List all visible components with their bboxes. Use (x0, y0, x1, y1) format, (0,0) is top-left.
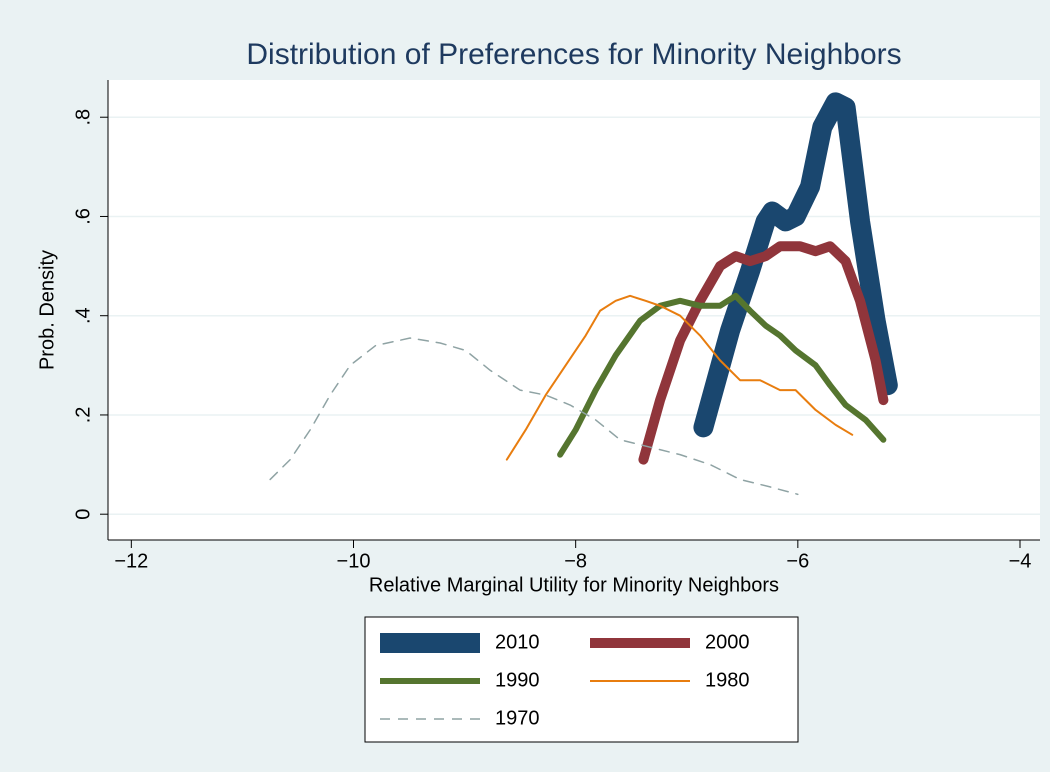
x-tick-label: −10 (337, 550, 371, 572)
legend-label: 2000 (705, 631, 750, 653)
legend-label: 1980 (705, 669, 750, 691)
legend-label: 1970 (495, 707, 540, 729)
chart-title: Distribution of Preferences for Minority… (246, 38, 901, 71)
plot-area (108, 80, 1040, 540)
x-tick-label: −6 (786, 550, 809, 572)
y-tick-label: .2 (72, 407, 94, 424)
legend-label: 1990 (495, 669, 540, 691)
series-line (269, 337, 799, 496)
series-line (557, 292, 887, 458)
y-tick-label: .4 (72, 307, 94, 324)
x-tick-label: −4 (1009, 550, 1032, 572)
y-tick-label: .8 (72, 109, 94, 126)
series-line (505, 294, 854, 461)
series-line (638, 241, 889, 465)
legend-label: 2010 (495, 631, 540, 653)
y-tick-label: .6 (72, 208, 94, 225)
x-tick-label: −8 (564, 550, 587, 572)
y-tick-label: 0 (72, 509, 94, 520)
x-axis-label: Relative Marginal Utility for Minority N… (369, 574, 779, 596)
y-axis-label: Prob. Density (36, 250, 58, 370)
x-tick-label: −12 (114, 550, 148, 572)
